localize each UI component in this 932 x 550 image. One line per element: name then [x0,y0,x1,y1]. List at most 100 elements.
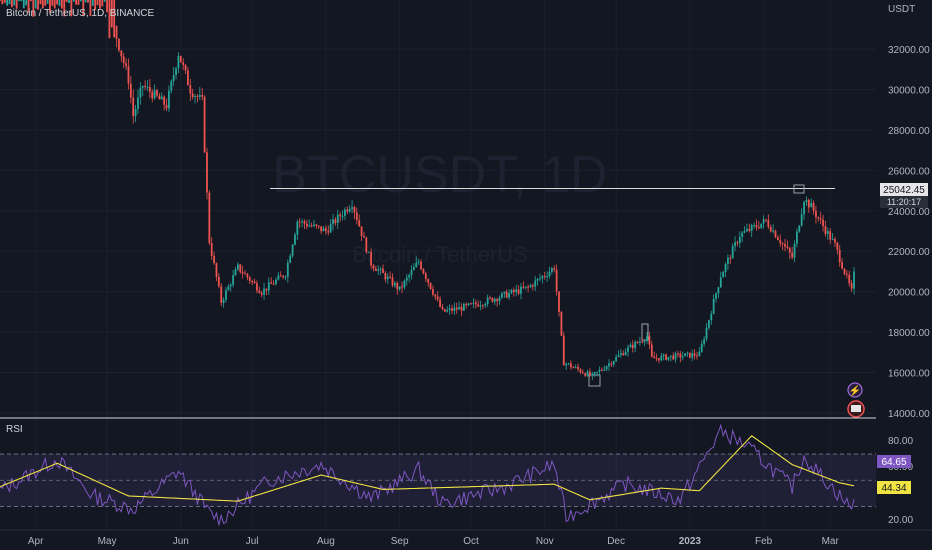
candle-body [717,287,720,294]
candle-body [696,355,698,357]
candle-body [731,246,734,259]
candle-body [439,299,441,307]
candle-body [729,257,732,259]
candle-body [184,64,187,71]
candle-body [258,290,261,293]
candle-body [672,355,675,360]
candle-body [484,303,487,306]
candle-body [534,280,537,287]
candle-body [562,335,565,366]
candle-body [693,353,696,356]
candle-body [393,283,396,286]
candle-body [429,282,432,289]
candle-body [49,0,51,13]
candle-body [608,363,610,367]
candle-body [44,0,47,6]
rsi-pane [0,423,876,526]
rsi-label: RSI [6,424,23,435]
candle-body [34,0,37,9]
candle-body [812,202,815,211]
candle-body [315,224,318,226]
watermark-symbol: BTCUSDT, 1D [272,146,607,204]
candle-body [624,351,627,356]
candle-body [365,237,368,253]
candle-body [313,224,315,226]
candle-body [836,242,839,250]
candle-body [660,355,663,361]
candle-body [667,356,670,360]
candle-body [191,93,194,97]
candle-body [84,0,87,3]
candle-body [681,356,684,358]
candle-body [353,207,356,213]
candle-body [510,289,513,294]
candle-body [648,336,651,345]
candle-body [779,239,782,244]
candle-body [339,214,342,217]
candle-body [498,297,501,302]
price-tick: 18000.00 [888,328,930,339]
candle-body [767,220,770,227]
candle-body [125,63,127,67]
candle-body [546,275,549,277]
candle-body [798,225,801,232]
candle-body [677,353,679,355]
candle-body [570,363,572,368]
candle-body [477,304,480,307]
candle-body [267,282,270,291]
candle-body [396,283,399,290]
price-tick: 16000.00 [888,369,930,380]
candle-body [63,0,66,17]
candle-body [101,0,104,7]
candle-body [336,214,339,224]
candle-body [229,284,232,287]
time-label: Apr [28,536,44,547]
candle-body [118,38,120,51]
candle-body [853,271,855,289]
candle-body [291,244,294,256]
candle-body [788,248,791,253]
candle-body [156,90,158,96]
candle-body [548,271,551,276]
time-axis[interactable]: Apr May Jun Jul Aug Sep Oct Nov Dec 2023 Feb Mar [28,536,840,547]
price-tick: 14000.00 [888,409,930,420]
candle-body [698,351,701,357]
candle-body [612,361,615,365]
candle-body [424,273,427,280]
lightning-icon[interactable] [847,382,863,398]
candle-body [700,344,703,352]
candle-body [203,96,206,153]
last-price-badge [880,183,928,196]
candle-body [493,298,496,302]
candle-body [246,273,249,278]
candle-body [489,297,491,299]
candle-body [265,288,268,291]
candle-body [56,0,58,5]
rsi-tick-20: 20.00 [888,515,913,526]
candle-body [591,373,594,376]
price-axis[interactable]: 32000.00 30000.00 28000.00 26000.00 24000.00… [888,45,930,420]
candle-body [163,96,166,105]
candle-body [196,95,199,97]
candle-body [172,75,175,81]
candle-body [505,291,508,298]
candle-body [441,306,444,310]
candle-body [824,226,827,234]
candle-body [115,26,118,39]
candle-body [360,226,363,237]
candle-body [165,104,168,109]
candle-body [346,209,349,212]
candle-body [408,275,411,278]
candle-body [722,271,725,278]
candle-body [453,307,456,311]
countdown-badge [880,196,928,208]
candle-body [560,311,563,336]
candle-body [30,0,32,2]
candle-body [75,0,78,5]
candle-body [458,306,461,310]
candle-body [443,309,446,312]
candle-body [6,0,9,6]
time-label: 2023 [679,536,702,547]
candle-body [724,263,727,272]
